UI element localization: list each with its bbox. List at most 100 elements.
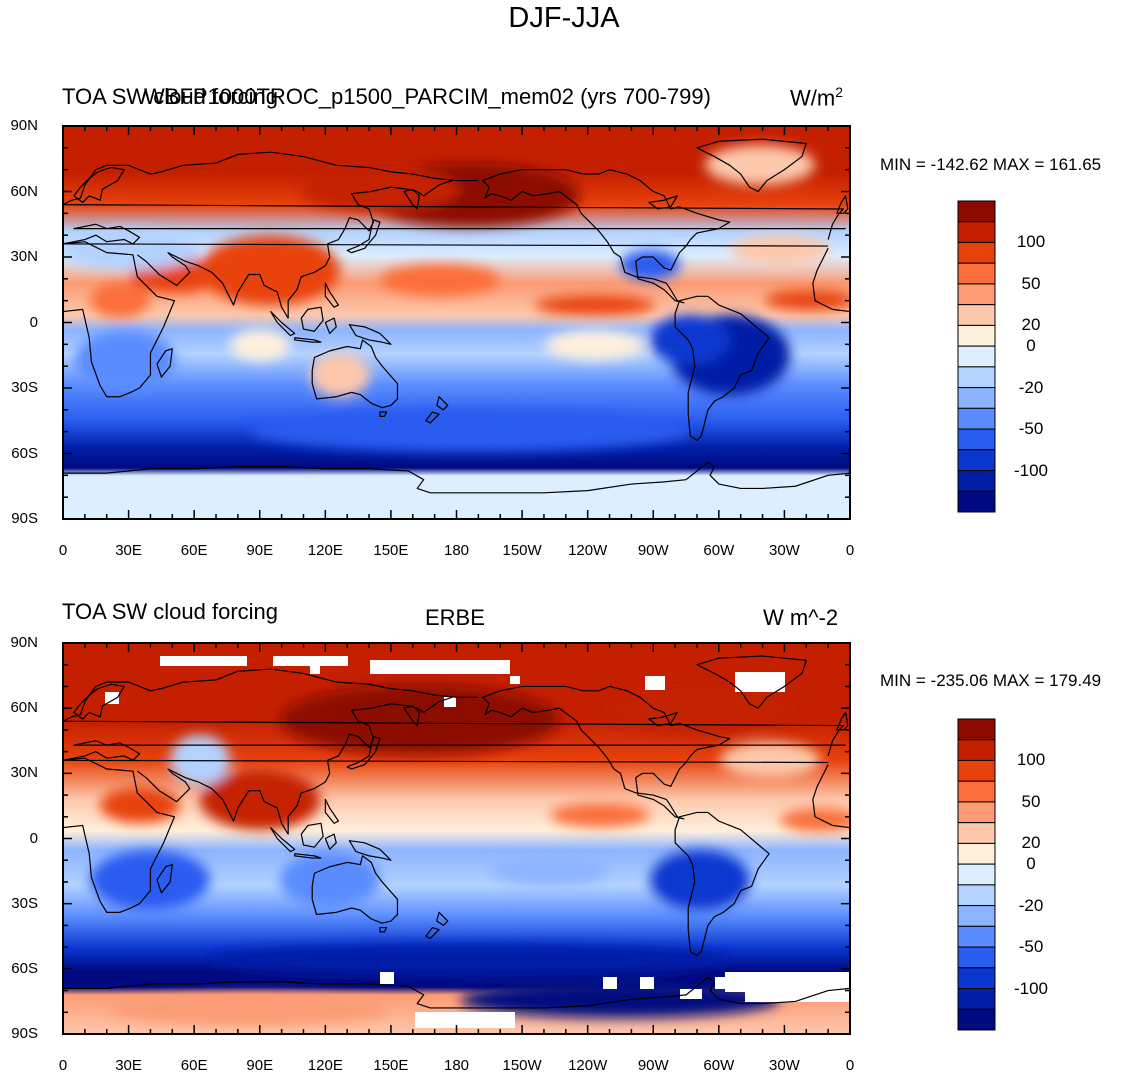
colorbar-label: 0 [1026,854,1036,874]
lon-label: 150W [502,1057,542,1074]
colorbar-swatch [957,304,996,326]
colorbar-label: 20 [1021,833,1041,853]
colorbar-swatch [957,967,996,990]
lat-label: 60S [11,959,38,977]
lon-label: 120E [307,1057,343,1074]
colorbar-swatch [957,241,996,264]
lat-label: 90S [11,510,38,527]
lon-label: 90W [637,1057,669,1074]
lon-label: 60E [180,1057,208,1074]
colorbar-swatch [957,863,996,886]
colorbar-label: 50 [1021,791,1041,811]
lon-label: 0 [845,542,855,559]
lon-label: 90E [246,1057,274,1074]
colorbar-swatch [957,905,996,927]
colorbar-swatch [957,925,996,948]
lat-label: 30N [10,248,38,265]
lon-label: 30W [768,542,800,559]
panel1-units-base: W/m [790,85,836,111]
lon-label: 120W [568,542,608,559]
lon-label: 60W [703,542,735,559]
lon-label: 90E [246,542,274,559]
lat-label: 30S [11,894,38,912]
colorbar-swatch [957,283,996,306]
colorbar-swatch [957,387,996,409]
colorbar-swatch [957,490,996,513]
colorbar-label: -50 [1018,937,1044,957]
colorbar-label: -20 [1018,377,1044,397]
lat-label: 30N [10,764,38,782]
lon-label: 30W [768,1057,800,1074]
lon-label: 120E [307,542,343,559]
axes-frames [62,125,851,1035]
lon-label: 0 [58,542,68,559]
colorbars [957,200,996,1031]
colorbar-label: 50 [1021,273,1041,293]
colorbar-label: -20 [1018,895,1044,915]
colorbar-label: 100 [1016,750,1046,770]
colorbar-swatch [957,428,996,451]
lat-label: 0 [29,313,38,331]
lon-label: 30E [115,542,142,559]
panel1-left-title: TOA SW cloud forcing [62,84,279,109]
colorbar-swatch [957,739,996,761]
colorbar-swatch [957,407,996,430]
colorbar-label: -100 [1013,978,1049,998]
lon-label: 180 [443,542,470,559]
colorbar-swatch [957,200,996,223]
colorbar-swatch [957,801,996,824]
colorbar-swatch [957,718,996,741]
colorbar-label: -50 [1018,419,1044,439]
lon-label: 180 [443,1057,470,1074]
panel2-units: W m^-2 [763,605,839,630]
colorbar-swatch [957,449,996,472]
panel2-left-title: TOA SW cloud forcing [62,599,279,624]
lon-label: 150E [373,542,409,559]
lon-label: 0 [845,1057,855,1074]
colorbar-swatch [957,345,996,368]
colorbar-swatch [957,759,996,782]
lat-label: 90N [10,117,38,134]
colorbar-swatch [957,366,996,389]
figure-title: DJF-JJA [508,2,620,34]
colorbar-swatch [957,470,996,492]
panel2-missing-data [105,656,850,1028]
panel1-units: W/m2 [790,84,843,111]
colorbar-swatch [957,262,996,285]
lat-label: 90N [10,634,38,651]
colorbar-swatch [957,988,996,1010]
colorbar-swatch [957,946,996,969]
panel1-minmax: MIN = -142.62 MAX = 161.65 [880,155,1102,174]
lon-label: 90W [637,542,669,559]
lat-label: 90S [11,1025,38,1042]
colorbar-swatch [957,221,996,243]
colorbar-swatch [957,324,996,347]
panel2-map [62,643,851,1034]
colorbar-swatch [957,780,996,803]
lon-label: 0 [58,1057,68,1074]
lon-label: 120W [568,1057,608,1074]
colorbar-swatch [957,842,996,865]
panel2-minmax: MIN = -235.06 MAX = 179.49 [880,671,1102,690]
lat-label: 60N [10,699,38,717]
lat-label: 60N [10,182,38,200]
lat-label: 0 [29,829,38,847]
colorbar-swatch [957,1008,996,1031]
colorbar-swatch [957,884,996,907]
colorbar-label: 0 [1026,336,1036,356]
panel1-map [62,126,851,519]
lat-label: 60S [11,444,38,462]
panel1-units-sup: 2 [835,84,843,100]
colorbar-label: 100 [1016,232,1046,252]
lon-label: 150E [373,1057,409,1074]
panel1-center-title: WBFP1000TROC_p1500_PARCIM_mem02 (yrs 700… [144,84,711,109]
lon-label: 30E [115,1057,142,1074]
lon-label: 60E [180,542,208,559]
lon-label: 150W [502,542,542,559]
colorbar-label: -100 [1013,460,1049,480]
lon-label: 60W [703,1057,735,1074]
lat-label: 30S [11,379,38,396]
colorbar-swatch [957,822,996,844]
panel2-center-title: ERBE [425,605,485,630]
